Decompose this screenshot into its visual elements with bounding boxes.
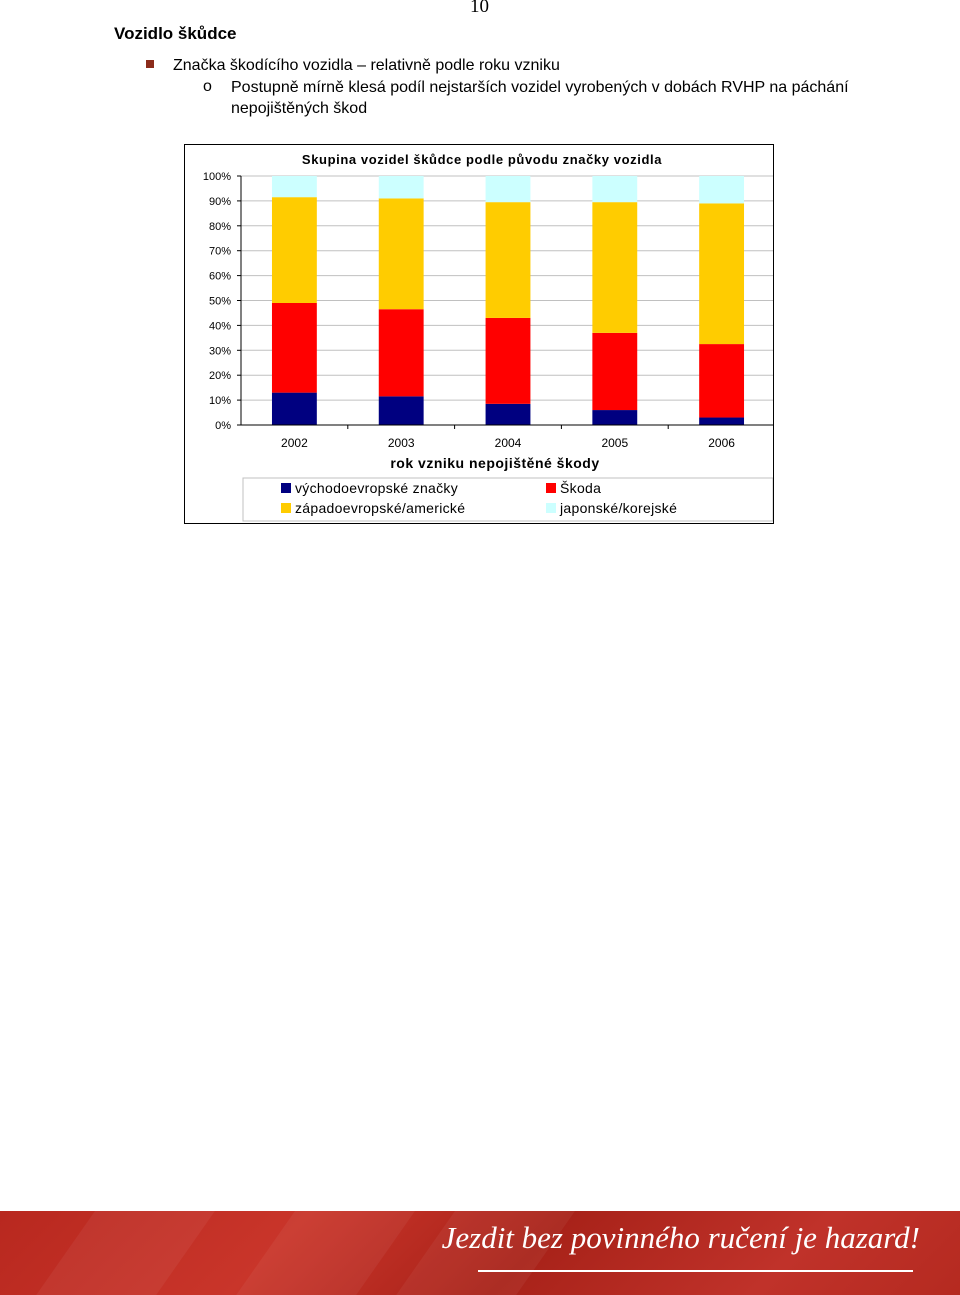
bar-segment [699,417,745,425]
bar-segment [699,176,745,204]
square-bullet-icon [146,60,154,68]
bar-segment [485,403,531,425]
page-number: 10 [470,0,489,17]
bar-segment [271,302,317,393]
x-tick-label: 2003 [388,436,415,450]
y-tick-label: 40% [209,320,231,332]
chart-frame: Skupina vozidel škůdce podle původu znač… [184,144,774,524]
section-heading: Vozidlo škůdce [114,24,237,43]
x-tick-label: 2005 [601,436,628,450]
x-tick-label: 2002 [281,436,308,450]
bar-segment [485,176,531,203]
y-tick-label: 30% [209,345,231,357]
y-tick-label: 0% [215,420,231,432]
chart-title: Skupina vozidel škůdce podle původu znač… [302,152,662,167]
legend-swatch [546,503,556,513]
y-tick-label: 20% [209,370,231,382]
legend-swatch [546,483,556,493]
stacked-bar-chart: Skupina vozidel škůdce podle původu znač… [203,152,773,522]
x-tick-label: 2006 [708,436,735,450]
y-tick-label: 70% [209,246,231,258]
bar-segment [271,197,317,303]
bar-segment [271,392,317,425]
bar-segment [699,203,745,345]
y-tick-label: 100% [203,171,231,183]
x-axis-label: rok vzniku nepojištěné škody [390,455,599,471]
sub-bullet-text: Postupně mírně klesá podíl nejstarších v… [231,79,849,117]
bar-segment [378,198,424,310]
footer-band [0,1211,960,1295]
legend-label: východoevropské značky [295,480,458,496]
legend-label: Škoda [560,480,601,496]
legend-box [242,477,773,522]
bar-segment [485,317,531,404]
bullet-text: Značka škodícího vozidla – relativně pod… [173,57,560,74]
y-tick-label: 60% [209,271,231,283]
legend-swatch [281,503,291,513]
legend-label: západoevropské/americké [295,500,465,516]
legend-label: japonské/korejské [559,500,677,516]
x-tick-label: 2004 [495,436,522,450]
circle-bullet-icon: o [203,78,212,95]
bar-segment [699,344,745,418]
footer-underline [478,1270,913,1272]
bar-segment [378,396,424,425]
bar-segment [592,410,638,425]
bar-segment [592,332,638,411]
bar-segment [592,202,638,333]
y-tick-label: 80% [209,221,231,233]
bar-segment [271,176,317,198]
y-tick-label: 50% [209,296,231,308]
legend-swatch [281,483,291,493]
bar-segment [378,309,424,397]
y-tick-label: 10% [209,395,231,407]
bar-segment [592,176,638,203]
bar-segment [485,202,531,318]
y-tick-label: 90% [209,196,231,208]
bar-segment [378,176,424,199]
footer-slogan: Jezdit bez povinného ručení je hazard! [441,1220,920,1255]
